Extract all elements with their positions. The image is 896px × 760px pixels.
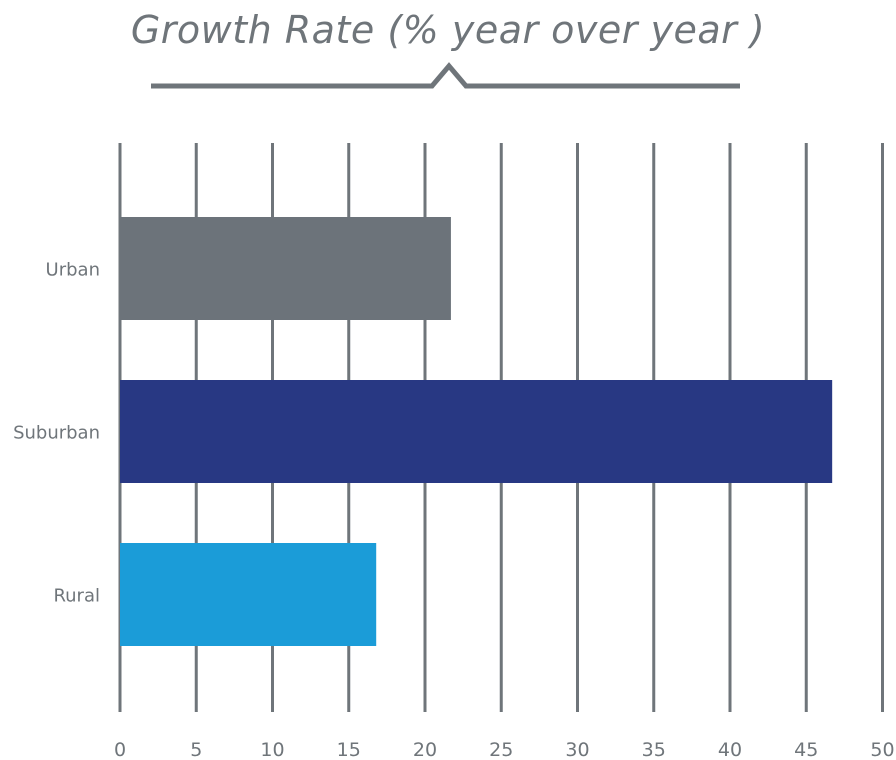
- chart-title: Growth Rate (% year over year ): [130, 8, 766, 52]
- x-tick-label-35: 35: [642, 739, 666, 760]
- x-tick-label-15: 15: [337, 739, 361, 760]
- x-axis-tick-labels: 0 5 10 15 20 25 30 35 40 45 50: [114, 739, 895, 760]
- bar-suburban: [120, 380, 833, 483]
- x-tick-label-5: 5: [190, 739, 202, 760]
- bars: [120, 217, 833, 646]
- x-tick-label-45: 45: [794, 739, 818, 760]
- category-labels: Urban Suburban Rural: [13, 260, 100, 607]
- title-underline-decoration: [151, 62, 740, 89]
- x-tick-label-20: 20: [413, 739, 437, 760]
- bar-rural: [120, 543, 377, 646]
- category-label-suburban: Suburban: [13, 423, 100, 444]
- x-tick-label-0: 0: [114, 739, 126, 760]
- bar-urban: [120, 217, 451, 320]
- x-tick-label-25: 25: [489, 739, 513, 760]
- x-tick-label-40: 40: [718, 739, 742, 760]
- x-tick-label-50: 50: [870, 739, 894, 760]
- category-label-rural: Rural: [53, 586, 100, 607]
- category-label-urban: Urban: [46, 260, 100, 281]
- x-tick-label-30: 30: [565, 739, 589, 760]
- x-tick-label-10: 10: [260, 739, 284, 760]
